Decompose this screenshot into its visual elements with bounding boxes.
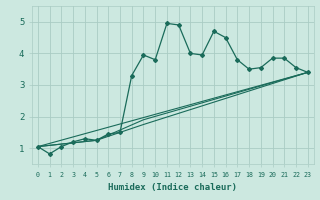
X-axis label: Humidex (Indice chaleur): Humidex (Indice chaleur) (108, 183, 237, 192)
